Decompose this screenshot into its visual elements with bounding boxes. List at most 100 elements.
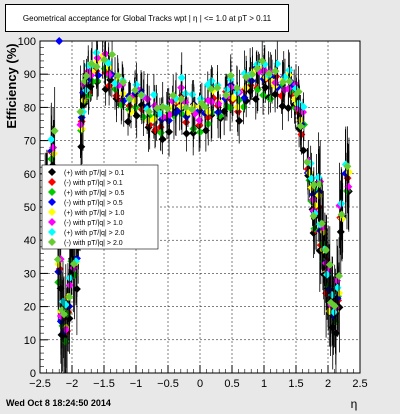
- data-point: [259, 91, 268, 100]
- y-tick-label: 50: [24, 202, 36, 214]
- data-point: [53, 255, 62, 264]
- data-point: [317, 219, 326, 228]
- data-point: [207, 76, 216, 85]
- legend-label: (-) with pT/|q| > 1.0: [64, 220, 123, 227]
- data-point: [294, 87, 303, 96]
- x-tick-label: 1.5: [288, 378, 303, 390]
- legend-box: [41, 164, 159, 250]
- x-tick-label: −2: [66, 378, 79, 390]
- data-point: [303, 158, 312, 167]
- data-point: [314, 173, 323, 182]
- x-tick-label: −1: [130, 378, 143, 390]
- data-point: [253, 64, 262, 73]
- legend-label: (+) with pT/|q| > 1.0: [64, 210, 125, 217]
- data-point: [124, 117, 133, 126]
- data-point: [279, 77, 288, 86]
- data-point: [181, 103, 190, 112]
- data-point: [125, 94, 134, 103]
- data-point: [50, 126, 59, 135]
- data-point: [296, 122, 305, 131]
- data-point: [131, 103, 140, 112]
- data-point: [207, 85, 216, 94]
- data-point: [169, 91, 178, 100]
- data-point: [309, 212, 318, 221]
- legend-label: (+) with pT/|q| > 0.5: [64, 190, 125, 197]
- data-point: [149, 90, 158, 99]
- data-points: [41, 37, 353, 373]
- data-point: [87, 59, 96, 68]
- data-point: [325, 260, 334, 269]
- data-point: [151, 126, 160, 135]
- data-point: [94, 71, 103, 80]
- data-point: [343, 162, 352, 171]
- data-point: [214, 99, 223, 108]
- data-point: [207, 97, 216, 106]
- data-point: [93, 53, 102, 62]
- legend-label: (+) with pT/|q| > 0.1: [64, 170, 125, 177]
- data-point: [344, 182, 353, 191]
- data-point: [155, 109, 164, 118]
- y-axis-label: Efficiency (%): [4, 43, 19, 128]
- x-tick-label: 0.5: [224, 378, 239, 390]
- y-tick-label: 90: [24, 69, 36, 81]
- data-point: [149, 115, 158, 124]
- data-point: [213, 83, 222, 92]
- data-point: [188, 105, 197, 114]
- data-point: [82, 71, 91, 80]
- data-point: [239, 103, 248, 112]
- data-point: [222, 91, 231, 100]
- x-tick-label: 2.5: [352, 378, 367, 390]
- legend-marker: [48, 238, 56, 246]
- chart-title: Geometrical acceptance for Global Tracks…: [22, 13, 272, 23]
- data-point: [55, 37, 64, 45]
- data-point: [285, 77, 294, 86]
- data-point: [47, 135, 56, 144]
- data-point: [226, 71, 235, 80]
- data-point: [233, 107, 242, 116]
- axis-ticks: −2.5 −2 −1.5 −1 −0.5 0 0.5 1 1.5 2 2.5 0 10 20 30 40 50 6…: [18, 36, 368, 390]
- data-point: [232, 83, 241, 92]
- y-tick-label: 70: [24, 136, 36, 148]
- data-point: [49, 149, 58, 158]
- data-point: [201, 102, 210, 111]
- data-point: [137, 91, 146, 100]
- data-point: [119, 78, 128, 87]
- y-tick-label: 10: [24, 335, 36, 347]
- data-point: [163, 104, 172, 113]
- y-tick-label: 30: [24, 268, 36, 280]
- legend: (+) with pT/|q| > 0.1 (-) with pT/|q| > 0…: [41, 164, 159, 250]
- x-tick-label: −0.5: [157, 378, 179, 390]
- data-point: [177, 94, 186, 103]
- data-point: [344, 168, 353, 177]
- data-point: [195, 116, 204, 125]
- data-point: [223, 85, 232, 94]
- data-point: [253, 85, 262, 94]
- data-point: [196, 128, 205, 137]
- legend-marker: [48, 188, 56, 196]
- x-axis-label: η: [351, 397, 358, 411]
- y-tick-label: 60: [24, 169, 36, 181]
- data-point: [56, 311, 65, 320]
- data-point: [143, 95, 152, 104]
- data-point: [100, 55, 109, 64]
- timestamp-footer: Wed Oct 8 18:24:50 2014: [6, 398, 111, 408]
- data-point: [299, 102, 308, 111]
- data-point: [329, 308, 338, 317]
- data-point: [181, 89, 190, 98]
- data-point: [265, 69, 274, 78]
- data-point: [337, 210, 346, 219]
- data-point: [309, 180, 318, 189]
- data-point: [119, 96, 128, 105]
- legend-label: (+) with pT/|q| > 2.0: [64, 230, 125, 237]
- data-point: [111, 79, 120, 88]
- legend-label: (-) with pT/|q| > 2.0: [64, 240, 123, 247]
- data-point: [69, 259, 78, 268]
- x-tick-label: −2.5: [29, 378, 51, 390]
- data-point: [242, 73, 251, 82]
- data-point: [177, 73, 186, 82]
- data-point: [226, 104, 235, 113]
- data-point: [258, 57, 267, 66]
- data-point: [108, 50, 117, 59]
- x-tick-label: −1.5: [93, 378, 115, 390]
